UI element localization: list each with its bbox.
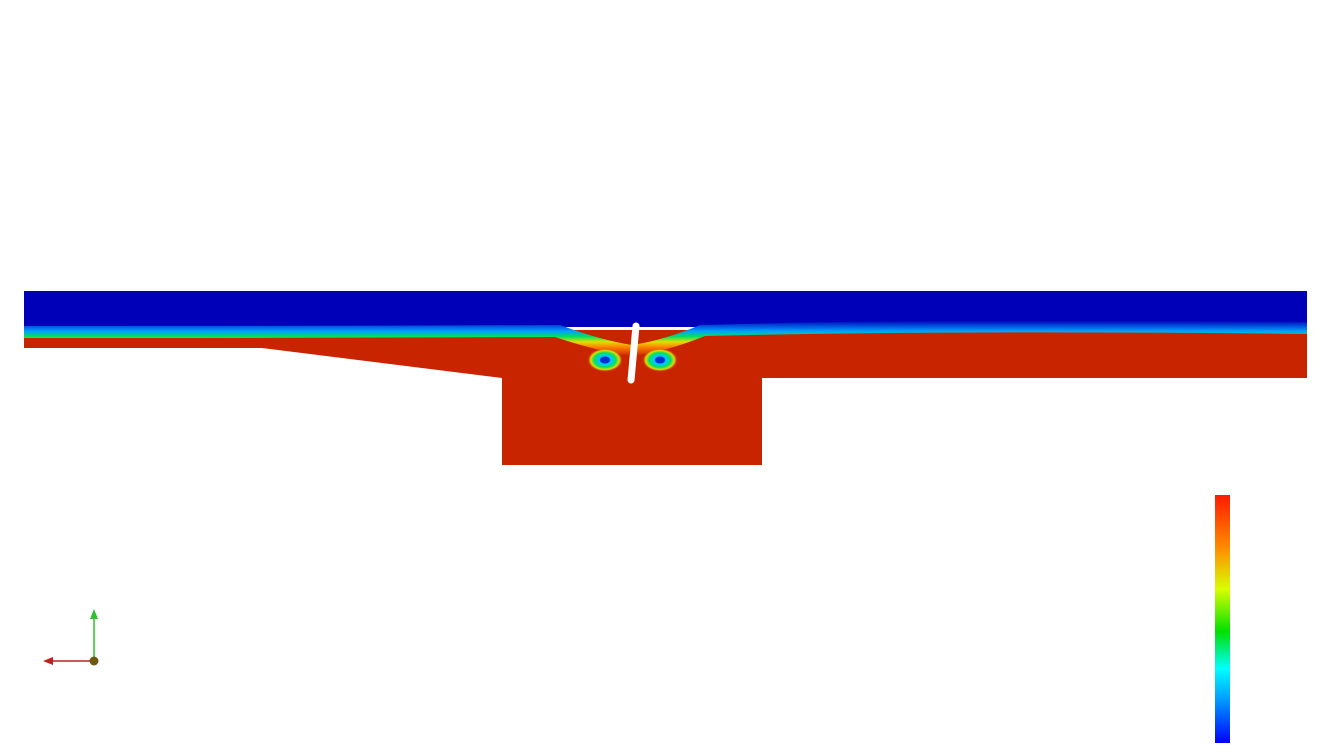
blade xyxy=(627,322,640,384)
axis-x-arrow xyxy=(43,657,53,665)
water-region xyxy=(24,330,1307,465)
axis-y-arrow xyxy=(90,609,98,619)
vortex-core xyxy=(600,356,610,364)
vortex-core xyxy=(655,356,665,364)
interface xyxy=(24,320,1307,356)
color-bar xyxy=(1215,495,1230,743)
axis-origin xyxy=(89,656,99,666)
